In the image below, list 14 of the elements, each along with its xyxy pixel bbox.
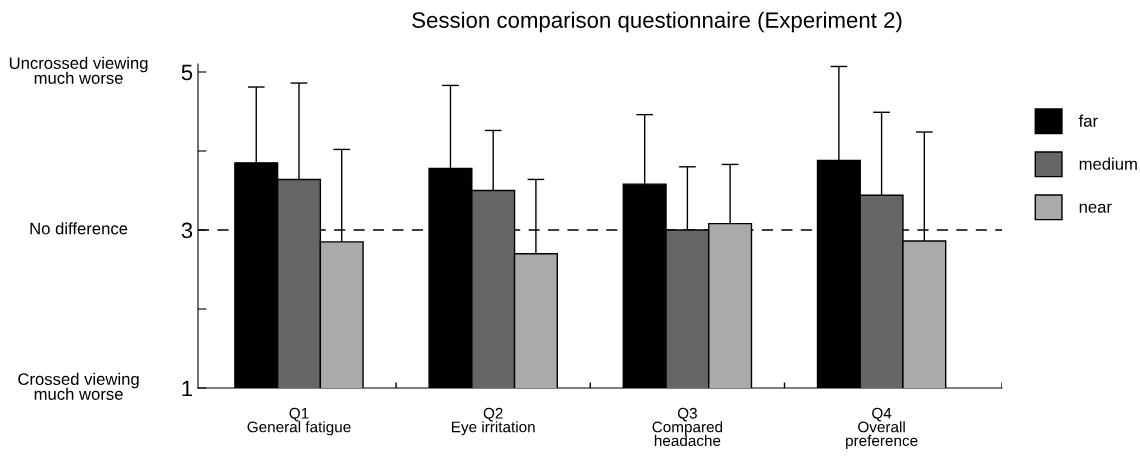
text: Crossed viewing much worse — [18, 372, 139, 400]
text: Uncrossed viewing much worse — [9, 56, 148, 84]
y-tick-label: 3 — [181, 222, 193, 239]
legend-label: medium — [1079, 157, 1137, 170]
y-tick-label: 5 — [181, 64, 193, 81]
x-tick-label: Q1 General fatigue — [247, 407, 351, 436]
x-tick-label: Q3 Compared headache — [652, 407, 723, 447]
chart-title: Session comparison questionnaire (Experiment 2) — [412, 11, 902, 33]
text: No difference — [30, 222, 128, 235]
legend-label: near — [1079, 203, 1112, 213]
y-tick-label: 1 — [182, 380, 193, 397]
x-tick-label: Q2 Eye irritation — [451, 407, 535, 436]
x-tick-label: Q4 Overall preference — [846, 407, 918, 450]
legend-label: far — [1078, 114, 1098, 127]
